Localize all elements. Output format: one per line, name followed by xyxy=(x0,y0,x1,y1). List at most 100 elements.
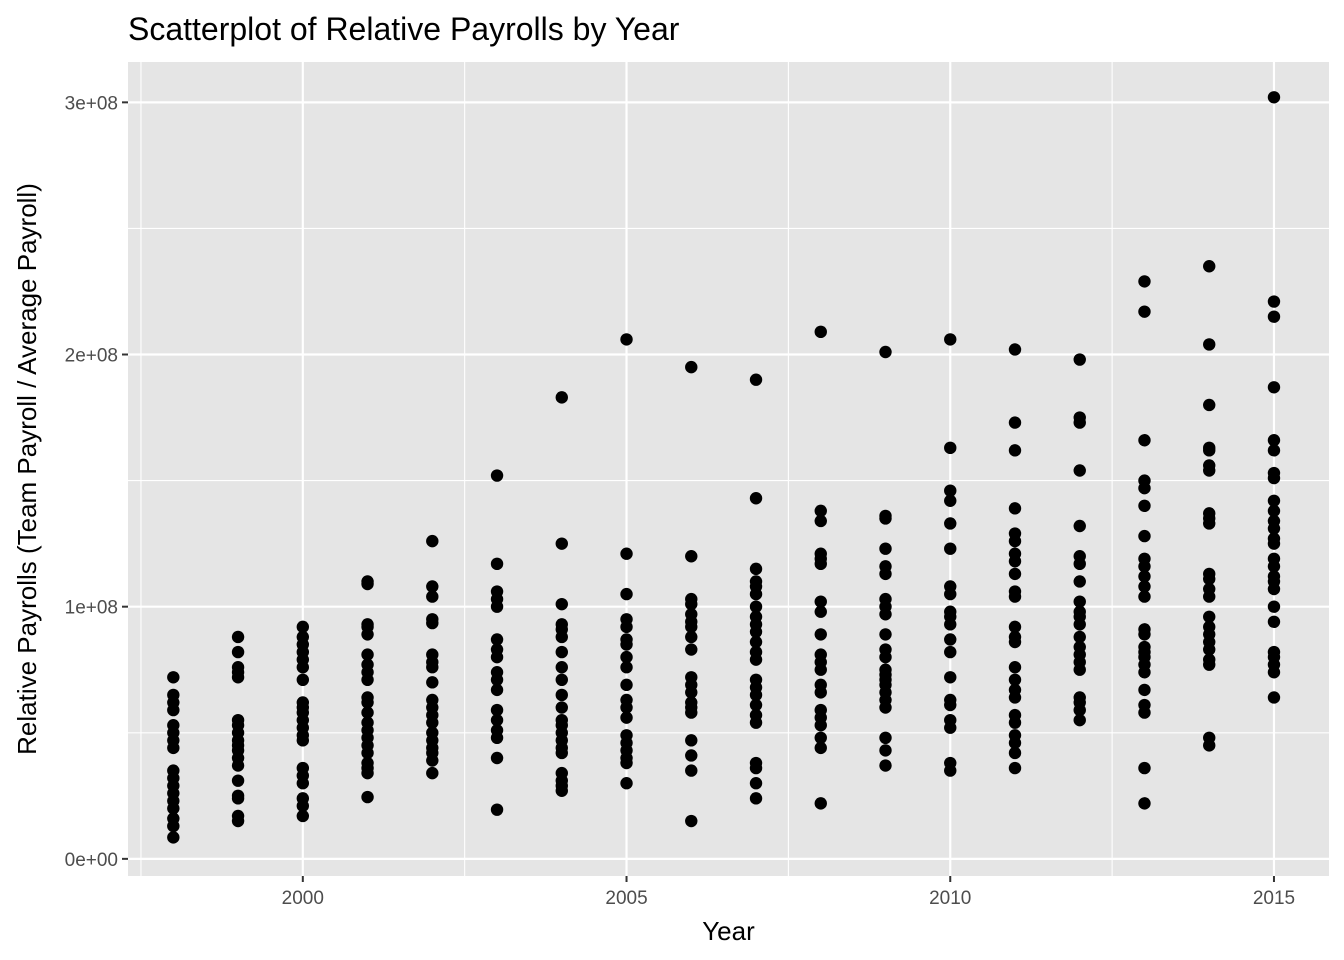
data-point xyxy=(944,441,957,455)
data-point xyxy=(426,661,439,674)
data-point xyxy=(1138,580,1151,593)
data-point xyxy=(490,803,504,816)
data-point xyxy=(1203,590,1216,603)
data-point xyxy=(361,577,374,591)
x-tick-label: 2000 xyxy=(282,888,324,909)
data-point xyxy=(1073,416,1086,429)
y-tick-label: 1e+08 xyxy=(65,598,118,619)
data-point xyxy=(879,731,892,745)
data-point xyxy=(1138,706,1151,719)
data-point xyxy=(620,678,633,692)
data-point xyxy=(1267,471,1281,485)
data-point xyxy=(685,620,698,634)
data-point xyxy=(1008,673,1022,687)
data-point xyxy=(1267,444,1281,457)
data-point xyxy=(685,814,698,828)
data-point xyxy=(555,701,568,714)
data-point xyxy=(944,542,957,555)
data-point xyxy=(620,333,633,346)
data-point xyxy=(685,686,698,699)
data-point xyxy=(1267,600,1281,613)
data-point xyxy=(1203,398,1216,412)
data-point xyxy=(1073,663,1086,676)
data-point xyxy=(685,630,698,644)
data-point xyxy=(749,635,763,649)
data-point xyxy=(814,731,827,745)
data-point xyxy=(555,645,568,659)
data-point xyxy=(1203,572,1216,586)
data-point xyxy=(814,595,827,608)
minor-gridlines xyxy=(128,62,1329,876)
data-point xyxy=(1138,560,1151,573)
data-point xyxy=(167,802,180,815)
data-point xyxy=(296,620,310,634)
data-point xyxy=(1138,529,1151,543)
data-point xyxy=(944,633,957,646)
y-axis-ticks: 0e+00 1e+08 2e+08 3e+08 xyxy=(65,93,128,871)
data-point xyxy=(1267,522,1281,535)
data-point xyxy=(296,661,310,674)
data-point xyxy=(1267,494,1281,507)
x-axis-title: Year xyxy=(702,916,755,946)
data-point xyxy=(685,706,698,719)
data-point xyxy=(1203,610,1216,623)
data-point xyxy=(361,766,374,780)
data-point xyxy=(685,734,698,747)
data-point xyxy=(879,345,892,359)
data-point xyxy=(490,633,504,646)
data-point xyxy=(555,630,568,644)
data-point xyxy=(1203,444,1216,457)
data-point xyxy=(1267,582,1281,596)
data-point xyxy=(620,701,633,714)
data-point xyxy=(749,625,763,639)
data-point xyxy=(1073,464,1086,477)
data-point xyxy=(490,650,504,664)
data-point xyxy=(296,799,310,813)
data-point xyxy=(620,587,633,601)
data-point xyxy=(1008,661,1022,674)
data-point xyxy=(490,469,504,482)
y-axis-title: Relative Payrolls (Team Payroll / Averag… xyxy=(12,183,42,755)
data-point xyxy=(1267,504,1281,518)
data-point xyxy=(490,713,504,727)
data-point xyxy=(1008,555,1022,568)
data-point xyxy=(426,716,439,729)
data-point xyxy=(361,706,374,719)
data-point xyxy=(749,777,763,790)
data-point xyxy=(167,703,180,717)
data-point xyxy=(1073,618,1086,631)
data-point xyxy=(1267,91,1281,104)
data-point xyxy=(1203,464,1216,477)
data-point xyxy=(814,686,827,699)
data-point xyxy=(944,645,957,659)
data-point xyxy=(879,701,892,714)
data-point xyxy=(1203,517,1216,530)
data-point xyxy=(426,676,439,689)
data-point xyxy=(814,628,827,641)
data-point xyxy=(361,790,374,804)
chart-title: Scatterplot of Relative Payrolls by Year xyxy=(128,11,680,47)
data-point xyxy=(1073,557,1086,571)
data-point xyxy=(231,671,245,684)
data-point xyxy=(879,628,892,641)
x-tick-label: 2015 xyxy=(1253,888,1295,909)
data-point xyxy=(1073,519,1086,533)
data-point xyxy=(879,567,892,581)
data-point xyxy=(555,537,568,550)
data-point xyxy=(879,650,892,664)
data-point xyxy=(167,831,180,844)
data-point xyxy=(1138,499,1151,513)
data-point xyxy=(1203,658,1216,671)
data-point xyxy=(231,630,245,644)
data-point xyxy=(555,746,568,760)
data-point xyxy=(749,688,763,702)
data-point xyxy=(814,741,827,755)
data-point xyxy=(1008,416,1022,429)
data-point xyxy=(1138,761,1151,775)
data-point xyxy=(944,517,957,530)
data-point xyxy=(426,754,439,767)
data-point xyxy=(426,766,439,780)
y-tick-label: 2e+08 xyxy=(65,346,118,367)
data-point xyxy=(1008,746,1022,760)
data-point xyxy=(361,746,374,760)
